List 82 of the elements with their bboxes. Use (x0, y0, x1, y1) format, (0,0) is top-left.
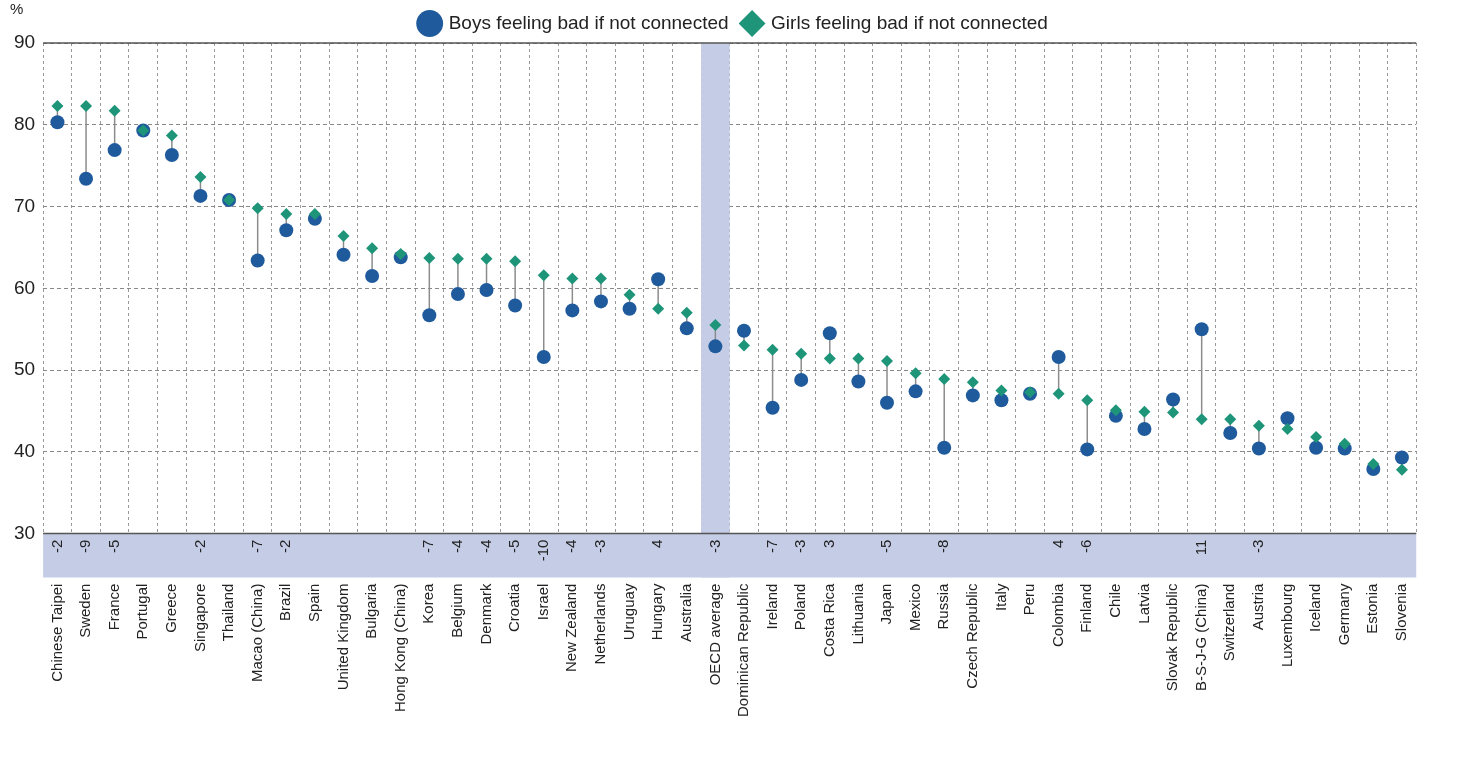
text: -3 (1249, 539, 1267, 553)
x-tick-label: Korea (419, 582, 437, 624)
x-tick-label: Costa Rica (819, 582, 837, 657)
text: 3 (819, 539, 837, 548)
x-tick-label: Greece (162, 583, 179, 633)
text: -7 (762, 539, 780, 553)
text: -2 (276, 539, 294, 553)
x-tick-label: Ireland (762, 583, 780, 630)
x-tick-label: Austria (1249, 582, 1267, 631)
x-tick-label: Singapore (190, 583, 208, 652)
x-tick-label: Luxembourg (1277, 583, 1295, 667)
x-tick-label: Mexico (905, 583, 923, 632)
y-tick-label: 50 (13, 358, 36, 380)
x-tick-label: France (104, 583, 122, 631)
text: -9 (76, 539, 94, 553)
x-tick-label: Israel (533, 583, 551, 621)
y-tick-label: 40 (13, 440, 36, 462)
x-tick-label: Australia (676, 582, 694, 642)
x-tick-label: Chile (1106, 583, 1123, 618)
x-tick-label: New Zealand (562, 583, 580, 672)
text: -3 (791, 539, 809, 553)
text: -8 (934, 539, 952, 553)
x-tick-label: Denmark (476, 583, 494, 645)
x-tick-label: Finland (1077, 583, 1095, 633)
x-tick-label: Russia (934, 582, 952, 630)
x-tick-label: Sweden (76, 583, 94, 638)
text: -5 (104, 539, 122, 553)
y-tick-label: 90 (13, 31, 36, 53)
x-tick-label: Brazil (276, 583, 294, 622)
text: -7 (247, 539, 265, 553)
text: 4 (648, 539, 666, 548)
x-tick-label: Peru (1020, 583, 1038, 616)
x-tick-label: Spain (305, 583, 323, 622)
x-tick-label: OECD average (705, 583, 723, 686)
text: -2 (47, 539, 65, 553)
x-tick-label: Iceland (1306, 583, 1324, 632)
x-tick-label: Netherlands (591, 583, 609, 665)
x-tick-label: Dominican Republic (734, 583, 752, 718)
x-tick-label: B-S-J-G (China) (1191, 583, 1209, 692)
y-axis-title: % (10, 0, 24, 17)
x-tick-label: Hungary (648, 583, 666, 641)
x-tick-label: Colombia (1048, 582, 1066, 647)
x-tick-label: Chinese Taipei (47, 583, 65, 682)
x-tick-label: Slovenia (1392, 582, 1410, 642)
text: -3 (705, 539, 723, 553)
legend-label: Boys feeling bad if not connected (448, 11, 729, 33)
x-tick-label: Latvia (1134, 582, 1152, 624)
text: -5 (877, 539, 895, 553)
x-tick-label: Germany (1334, 583, 1352, 646)
text: 4 (1048, 539, 1066, 548)
y-tick-label: 30 (13, 521, 36, 543)
text: -2 (190, 539, 208, 553)
text: -4 (476, 539, 494, 553)
x-tick-label: Bulgaria (362, 582, 380, 639)
text: -6 (1077, 539, 1095, 553)
x-tick-label: Thailand (219, 583, 237, 642)
x-tick-label: Japan (877, 583, 895, 625)
x-tick-label: Czech Republic (962, 583, 980, 689)
text: 11 (1191, 539, 1209, 556)
text: -4 (562, 539, 580, 553)
text: -4 (448, 539, 466, 553)
x-tick-label: Portugal (133, 583, 151, 640)
x-tick-label: Belgium (448, 583, 466, 638)
x-tick-label: United Kingdom (333, 583, 351, 691)
x-tick-label: Uruguay (619, 583, 637, 641)
legend-label: Girls feeling bad if not connected (771, 11, 1048, 33)
x-tick-label: Switzerland (1220, 583, 1238, 662)
x-tick-label: Lithuania (848, 582, 866, 645)
x-tick-label: Estonia (1363, 582, 1381, 634)
x-tick-label: Hong Kong (China) (390, 583, 408, 713)
x-tick-label: Croatia (505, 582, 523, 632)
y-tick-label: 80 (13, 113, 36, 134)
text: -3 (591, 539, 609, 553)
text: -5 (505, 539, 523, 553)
text: -10 (533, 539, 551, 562)
x-tick-label: Poland (791, 583, 809, 631)
x-tick-label: Italy (991, 583, 1009, 612)
y-tick-label: 70 (13, 194, 36, 216)
y-tick-label: 60 (13, 276, 36, 298)
text: -7 (419, 539, 437, 553)
x-tick-label: Slovak Republic (1163, 583, 1181, 692)
x-tick-label: Macao (China) (247, 583, 265, 682)
